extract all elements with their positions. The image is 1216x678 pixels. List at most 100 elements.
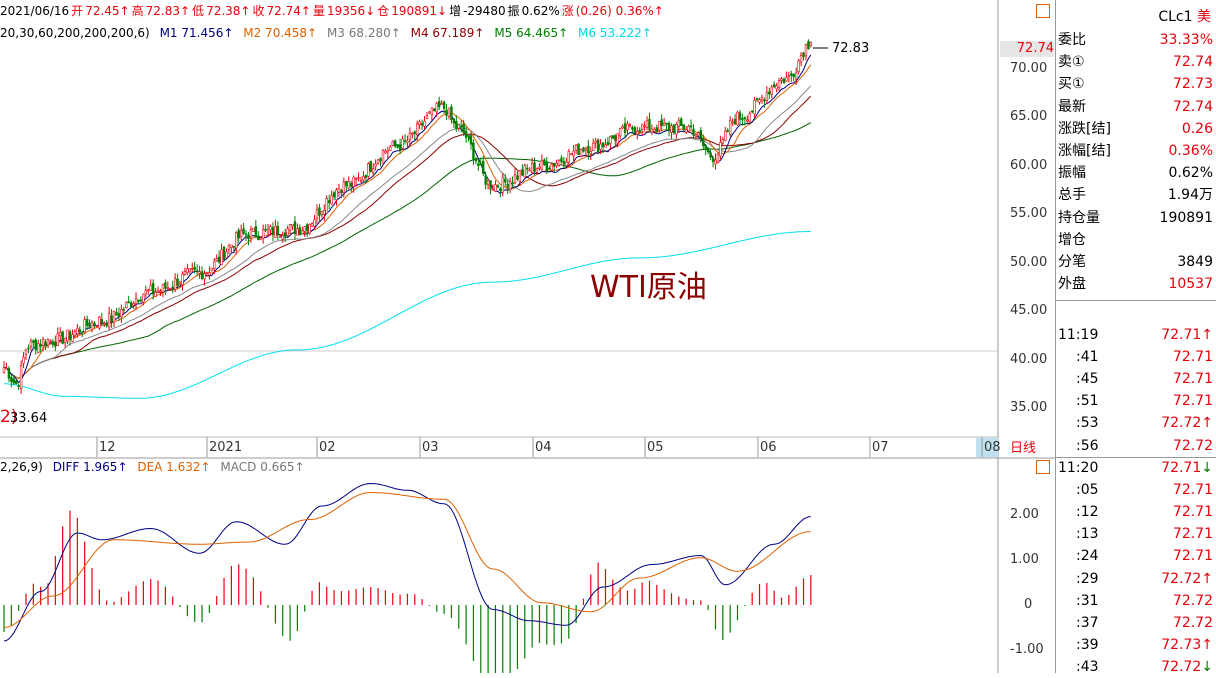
- window-toggle-icon[interactable]: [1036, 4, 1050, 18]
- symbol-name: CLc1: [1158, 9, 1193, 25]
- candle-body: [579, 149, 583, 157]
- candle-body: [244, 233, 248, 236]
- candle-body: [186, 268, 189, 274]
- candle-body: [533, 162, 536, 172]
- tick-row: :43 72.72↓: [1058, 656, 1213, 678]
- macd-diff-legend: DIFF 1.965↑: [52, 460, 128, 474]
- quote-row: 持仓量 190891: [1058, 207, 1213, 229]
- quote-label: 委比: [1058, 32, 1086, 48]
- candle-body: [203, 273, 206, 280]
- ma-m4-legend: M4 67.189↑: [410, 26, 485, 40]
- candle-body: [765, 92, 769, 101]
- candle-body: [349, 182, 353, 187]
- candle-body: [237, 230, 240, 239]
- candle-body: [81, 331, 84, 334]
- candle-body: [68, 331, 72, 340]
- low-marker-label: 33.64: [10, 411, 48, 426]
- candle-body: [198, 271, 201, 274]
- candle-body: [653, 129, 656, 132]
- volume-value: 19356↓: [326, 4, 376, 18]
- candle-body: [802, 52, 805, 57]
- quote-label: 涨幅[结]: [1058, 143, 1111, 159]
- candle-body: [367, 163, 370, 177]
- candle-body: [594, 140, 597, 144]
- candle-body: [555, 162, 558, 166]
- candle-body: [472, 142, 475, 160]
- candle-body: [191, 268, 194, 270]
- candle-body: [54, 341, 57, 347]
- candle-body: [807, 41, 810, 50]
- candle-body: [227, 245, 231, 250]
- candle-body: [565, 161, 568, 166]
- candle-body: [247, 234, 250, 240]
- candle-body: [276, 225, 280, 236]
- tick-row: 11:20 72.71↓: [1058, 457, 1213, 479]
- tick-price: 72.71: [1172, 504, 1213, 521]
- candle-body: [357, 177, 360, 179]
- candle-body: [672, 124, 676, 133]
- candle-body: [195, 270, 199, 272]
- tick-row: :39 72.73↑: [1058, 634, 1213, 656]
- close-label: 收: [252, 4, 265, 18]
- candle-body: [340, 190, 343, 194]
- macd-lines: [3, 482, 811, 642]
- candle-body: [572, 150, 575, 157]
- tick-price: 72.72: [1172, 437, 1213, 454]
- candle-body: [474, 158, 478, 162]
- period-label[interactable]: 日线: [1010, 441, 1037, 456]
- tick-row: :24 72.71: [1058, 545, 1213, 567]
- candle-body: [763, 99, 766, 102]
- tick-price: 72.72: [1172, 614, 1213, 631]
- market-tag: 美: [1197, 9, 1211, 25]
- open-interest-label: 仓: [377, 4, 390, 18]
- candle-body: [318, 207, 321, 216]
- candle-body: [753, 100, 756, 115]
- candle-body: [37, 343, 40, 353]
- open-interest-value: 190891↓: [391, 4, 448, 18]
- time-tick-label: 12: [99, 440, 116, 455]
- candle-body: [5, 367, 8, 370]
- candle-body: [413, 131, 416, 134]
- candle-body: [283, 232, 287, 237]
- candle-body: [325, 198, 328, 214]
- quote-row: 最新 72.74: [1058, 96, 1213, 118]
- candle-body: [447, 107, 451, 117]
- tick-row: :53 72.72↑: [1058, 412, 1213, 434]
- tick-price: 72.71: [1172, 548, 1213, 565]
- tick-time: :45: [1076, 371, 1099, 388]
- tick-price: 72.71: [1172, 393, 1213, 410]
- candle-body: [161, 284, 165, 293]
- candle-body: [288, 224, 292, 231]
- ma-m3-line: [3, 85, 812, 380]
- candle-body: [200, 271, 204, 279]
- subchart-toggle-icon[interactable]: [1036, 460, 1050, 474]
- candle-body: [139, 299, 143, 302]
- tick-row: :29 72.72↑: [1058, 568, 1213, 590]
- amplitude-value: 0.62%: [521, 4, 560, 18]
- candle-body: [482, 160, 485, 174]
- candle-body: [601, 142, 605, 147]
- candle-body: [396, 144, 399, 148]
- candle-body: [332, 192, 336, 198]
- tick-time: :41: [1076, 349, 1099, 366]
- candle-body: [584, 148, 588, 151]
- increase-label: 增: [449, 4, 462, 18]
- candle-body: [166, 287, 170, 289]
- candle-body: [71, 334, 74, 342]
- candle-body: [733, 119, 737, 125]
- candle-body: [22, 356, 25, 364]
- candle-body: [606, 142, 610, 146]
- candle-body: [46, 339, 50, 346]
- change-value: (0.26) 0.36%↑: [575, 4, 664, 18]
- candle-body: [217, 256, 221, 263]
- candle-body: [574, 144, 578, 151]
- quote-label: 分笔: [1058, 254, 1086, 270]
- quote-value: 33.33%: [1159, 32, 1213, 48]
- candle-body: [391, 140, 394, 146]
- candle-body: [425, 115, 429, 120]
- candle-body: [550, 163, 553, 171]
- candle-body: [232, 245, 236, 248]
- quote-value: 0.26: [1181, 120, 1213, 137]
- candle-body: [347, 181, 350, 189]
- main-chart[interactable]: [0, 0, 1055, 673]
